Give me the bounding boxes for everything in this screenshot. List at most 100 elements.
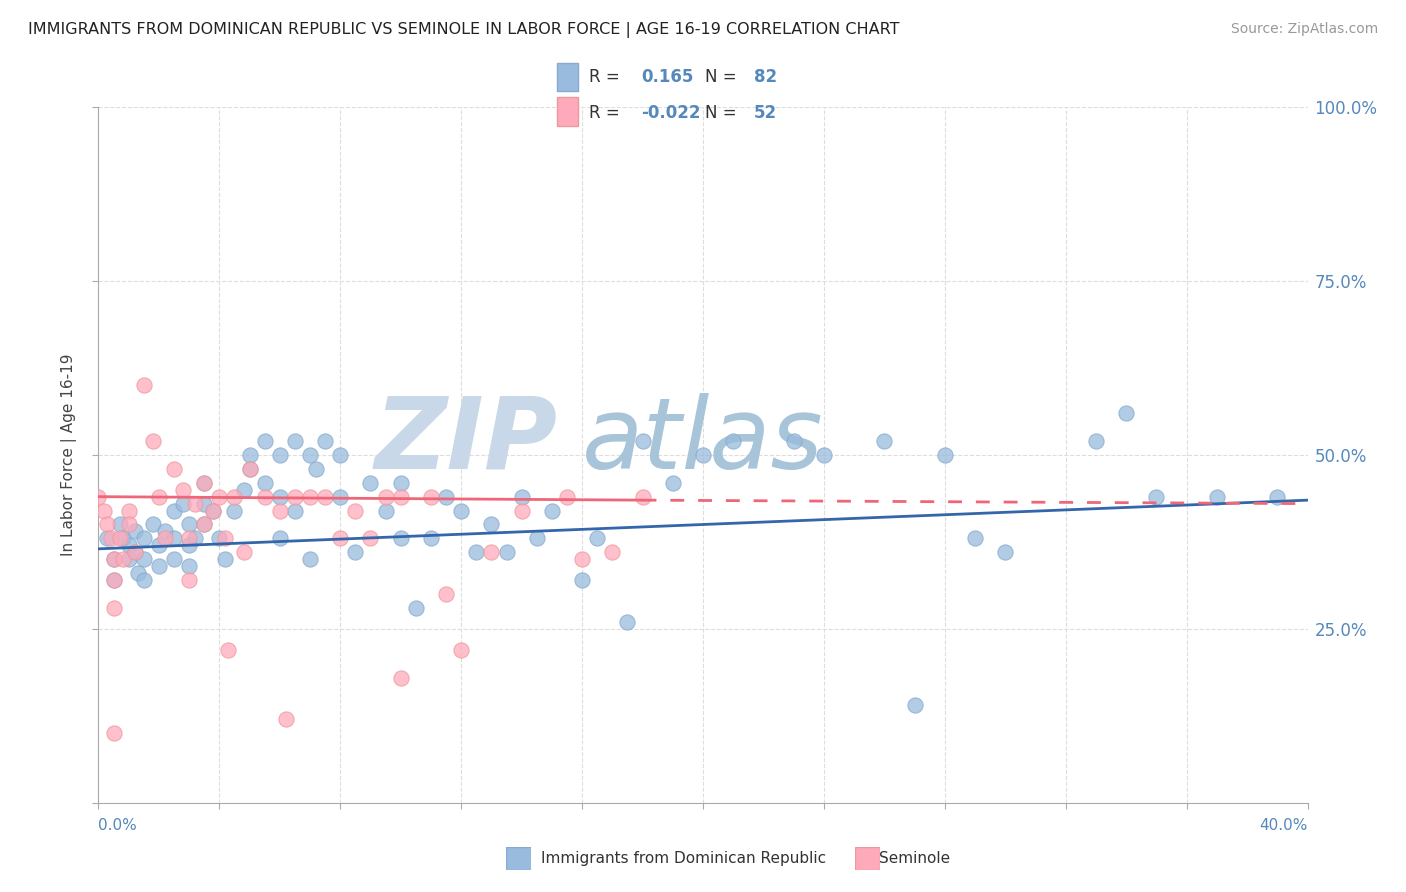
Point: [571, 573, 593, 587]
Point: [87, 490, 110, 504]
Text: N =: N =: [704, 68, 741, 86]
Point: [172, 483, 194, 497]
Point: [305, 462, 328, 476]
Point: [783, 434, 806, 448]
Point: [148, 490, 170, 504]
Point: [374, 490, 396, 504]
Point: [420, 532, 443, 546]
Point: [193, 517, 215, 532]
Point: [1206, 490, 1229, 504]
Point: [434, 490, 457, 504]
Point: [465, 545, 488, 559]
Point: [495, 545, 517, 559]
Point: [299, 490, 322, 504]
Text: R =: R =: [589, 103, 626, 121]
Point: [526, 532, 548, 546]
Point: [142, 434, 165, 448]
Point: [389, 490, 412, 504]
Point: [179, 538, 201, 552]
Bar: [557, 62, 578, 91]
Text: atlas: atlas: [582, 392, 824, 490]
Point: [344, 503, 367, 517]
Point: [360, 475, 382, 490]
Point: [108, 517, 131, 532]
Point: [193, 475, 215, 490]
Point: [510, 490, 533, 504]
Point: [232, 483, 254, 497]
Point: [723, 434, 745, 448]
Point: [103, 552, 125, 566]
Point: [586, 532, 609, 546]
Point: [329, 532, 352, 546]
Point: [163, 503, 186, 517]
Text: 0.165: 0.165: [641, 68, 695, 86]
Point: [1267, 490, 1289, 504]
Point: [179, 573, 201, 587]
Point: [389, 475, 412, 490]
Point: [127, 566, 149, 581]
Point: [450, 642, 472, 657]
Point: [163, 532, 186, 546]
Point: [96, 517, 118, 532]
Point: [239, 462, 262, 476]
Point: [269, 448, 291, 462]
Point: [118, 503, 141, 517]
Point: [111, 552, 134, 566]
Point: [118, 552, 141, 566]
Point: [299, 448, 322, 462]
Point: [111, 532, 134, 546]
Point: [1085, 434, 1108, 448]
Point: [179, 559, 201, 574]
Point: [284, 503, 307, 517]
Point: [172, 497, 194, 511]
Point: [179, 517, 201, 532]
Point: [142, 517, 165, 532]
Point: [103, 601, 125, 615]
Point: [274, 712, 297, 726]
Point: [284, 434, 307, 448]
Point: [314, 490, 336, 504]
Point: [540, 503, 562, 517]
Text: R =: R =: [589, 68, 626, 86]
Point: [253, 475, 276, 490]
Point: [284, 490, 307, 504]
Point: [269, 503, 291, 517]
Point: [132, 573, 155, 587]
Text: 40.0%: 40.0%: [1260, 818, 1308, 832]
Point: [118, 517, 141, 532]
Point: [224, 503, 246, 517]
Point: [434, 587, 457, 601]
Point: [481, 517, 503, 532]
Point: [184, 532, 207, 546]
Point: [873, 434, 896, 448]
Point: [510, 503, 533, 517]
Point: [389, 532, 412, 546]
Point: [253, 434, 276, 448]
Point: [163, 552, 186, 566]
Point: [103, 726, 125, 740]
Point: [329, 490, 352, 504]
Point: [994, 545, 1017, 559]
Point: [217, 642, 239, 657]
Point: [103, 573, 125, 587]
Point: [103, 552, 125, 566]
Point: [93, 503, 115, 517]
Point: [374, 503, 396, 517]
Bar: [557, 97, 578, 127]
Point: [193, 497, 215, 511]
Point: [420, 490, 443, 504]
Point: [202, 503, 225, 517]
Point: [481, 545, 503, 559]
Text: Immigrants from Dominican Republic: Immigrants from Dominican Republic: [541, 851, 827, 865]
Point: [450, 503, 472, 517]
Point: [389, 671, 412, 685]
Point: [108, 532, 131, 546]
Point: [179, 532, 201, 546]
Point: [1144, 490, 1167, 504]
Point: [224, 490, 246, 504]
Point: [132, 532, 155, 546]
Point: [314, 434, 336, 448]
Point: [344, 545, 367, 559]
Point: [208, 532, 231, 546]
Point: [555, 490, 578, 504]
